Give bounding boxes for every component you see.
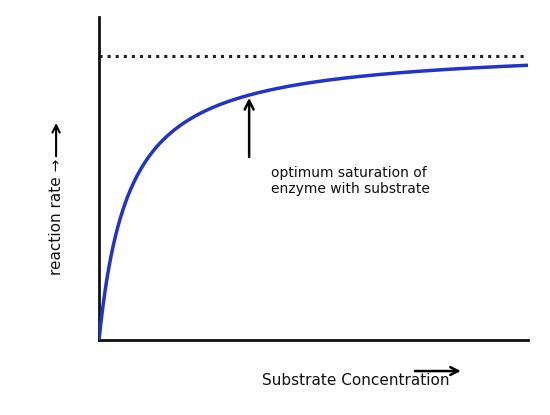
Text: optimum saturation of
enzyme with substrate: optimum saturation of enzyme with substr…: [271, 166, 430, 196]
Text: Substrate Concentration: Substrate Concentration: [262, 373, 449, 388]
Text: reaction rate →: reaction rate →: [48, 159, 64, 276]
